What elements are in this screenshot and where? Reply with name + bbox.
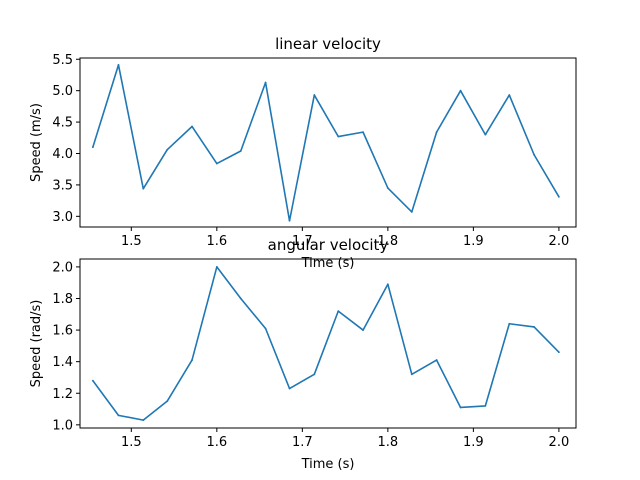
chart-title: linear velocity xyxy=(275,35,381,53)
plot-frame xyxy=(79,258,577,429)
x-tick-label: 1.7 xyxy=(292,435,313,450)
y-tick-label: 5.5 xyxy=(52,53,73,68)
x-axis-label: Time (s) xyxy=(301,256,355,271)
x-tick-label: 2.0 xyxy=(549,435,570,450)
y-tick-label: 4.0 xyxy=(52,147,73,162)
data-point xyxy=(91,146,94,149)
data-point xyxy=(459,406,462,409)
data-point xyxy=(362,329,364,331)
data-point xyxy=(435,131,438,134)
chart-2: angular velocity 1.5 1.6 1.7 1.8 1.9 2.0 1.0 1.2… xyxy=(29,236,577,472)
data-point xyxy=(142,419,145,421)
y-tick-label: 2.0 xyxy=(52,260,73,275)
data-point xyxy=(508,322,511,325)
data-point xyxy=(142,187,145,190)
chart-title: angular velocity xyxy=(268,236,389,254)
data-point xyxy=(410,373,413,376)
data-point xyxy=(362,131,364,134)
x-tick-label: 1.8 xyxy=(378,234,399,249)
data-point xyxy=(91,379,94,382)
data-point xyxy=(337,310,340,313)
series-line-1 xyxy=(92,64,560,222)
x-axis-label: Time (s) xyxy=(301,457,355,472)
data-point xyxy=(239,150,242,152)
data-point xyxy=(313,94,316,96)
x-tick-label: 1.5 xyxy=(121,234,142,249)
x-tick-label: 1.9 xyxy=(463,234,484,249)
y-tick-label: 1.6 xyxy=(52,324,73,339)
data-point xyxy=(410,211,413,213)
data-point xyxy=(117,64,120,66)
data-point xyxy=(484,133,487,136)
data-point xyxy=(191,359,193,361)
y-tick-label: 1.8 xyxy=(52,292,73,307)
x-tick-label: 2.0 xyxy=(549,234,570,249)
series-line-1 xyxy=(92,266,560,421)
data-point xyxy=(484,404,487,407)
y-axis-label: Speed (m/s) xyxy=(29,103,44,182)
data-point xyxy=(117,414,120,417)
y-tick-label: 3.5 xyxy=(52,178,73,193)
x-tick-label: 1.6 xyxy=(206,435,227,450)
y-tick-label: 4.5 xyxy=(52,116,73,131)
y-tick-label: 1.4 xyxy=(52,355,73,370)
x-tick-label: 1.9 xyxy=(463,435,484,450)
y-tick-label: 1.2 xyxy=(52,387,73,402)
chart-1: linear velocity 1.5 1.6 1.7 1.8 1.9 2.0 3.0 3.5 4… xyxy=(29,35,577,271)
x-tick-label: 1.8 xyxy=(378,435,399,450)
data-point xyxy=(459,89,462,92)
data-point xyxy=(508,94,511,96)
y-axis-label: Speed (rad/s) xyxy=(29,300,44,388)
data-point xyxy=(264,81,267,84)
y-tick-label: 1.0 xyxy=(52,418,73,433)
data-point xyxy=(264,327,267,330)
data-point xyxy=(288,219,291,222)
x-tick-label: 1.5 xyxy=(121,435,142,450)
y-tick-label: 3.0 xyxy=(52,210,73,225)
data-point xyxy=(288,387,291,390)
data-point xyxy=(239,297,242,300)
data-point xyxy=(166,148,169,151)
data-point xyxy=(533,153,535,156)
data-point xyxy=(166,400,169,403)
data-point xyxy=(558,351,560,354)
data-point xyxy=(191,125,193,128)
data-point xyxy=(558,195,560,198)
data-point xyxy=(215,266,218,268)
y-tick-label: 5.0 xyxy=(52,84,73,99)
x-tick-label: 1.7 xyxy=(292,234,313,249)
x-tick-label: 1.6 xyxy=(206,234,227,249)
plot-frame xyxy=(79,57,577,228)
data-point xyxy=(313,373,316,376)
data-point xyxy=(215,162,218,165)
data-point xyxy=(533,326,535,328)
data-point xyxy=(337,135,340,138)
data-point xyxy=(386,187,389,189)
data-point xyxy=(386,283,389,286)
data-point xyxy=(435,359,438,361)
